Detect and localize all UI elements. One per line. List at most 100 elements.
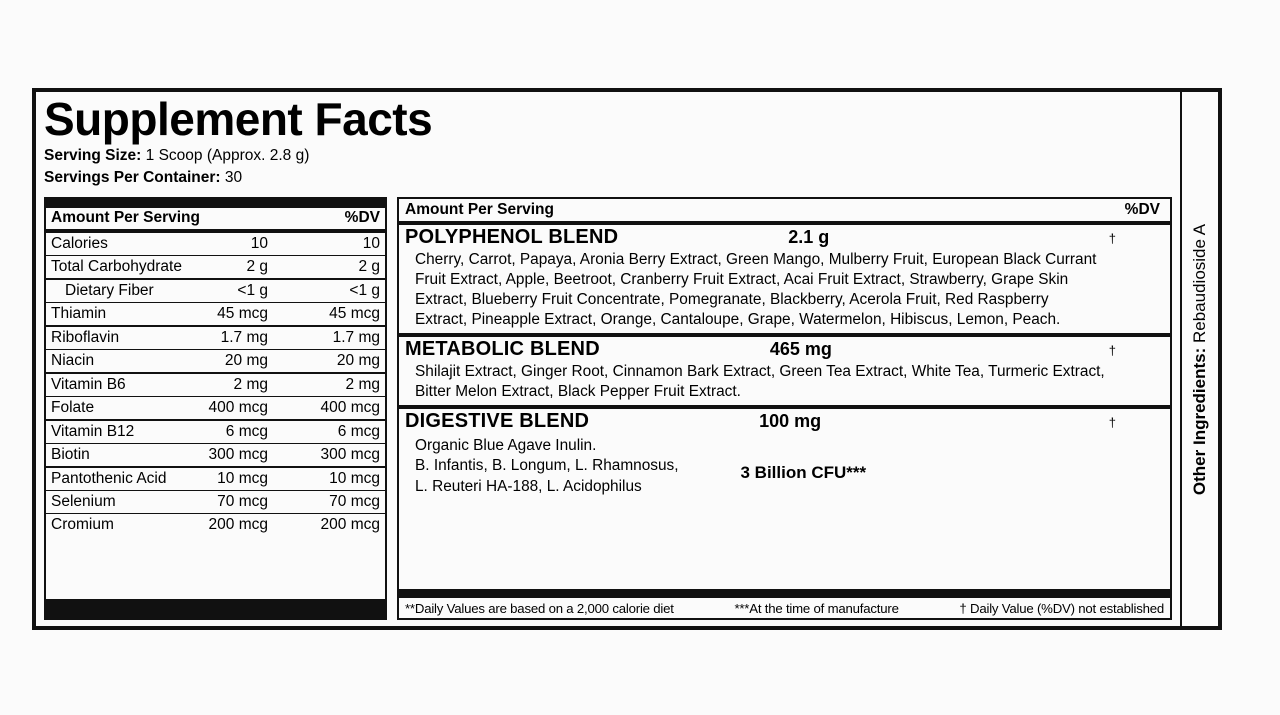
left-table-rows: Calories 10 10 Total Carbohydrate 2 g 2 g Diet…	[46, 233, 385, 599]
nutrient-name: Selenium	[51, 493, 116, 510]
footnote-row: **Daily Values are based on a 2,000 calo…	[399, 598, 1170, 618]
row-divider	[46, 372, 385, 374]
table-row: Calories 10 10	[46, 233, 385, 255]
nutrient-amount: 300 mcg	[208, 446, 268, 464]
row-divider	[46, 348, 385, 351]
nutrient-name: Biotin	[51, 446, 90, 464]
nutrition-panels: Amount Per Serving %DV Calories 10 10 Total…	[44, 196, 1172, 620]
servings-per-container-line: Servings Per Container: 30	[44, 167, 1172, 189]
table-row: Pantothenic Acid 10 mcg 10 mcg	[46, 468, 385, 490]
ingredient-line: L. Reuteri HA-188, L. Acidophilus	[415, 477, 642, 495]
blend-sections: POLYPHENOL BLEND 2.1 g † Cherry, Carrot,…	[399, 225, 1170, 589]
table-row: Selenium 70 mcg 70 mcg	[46, 491, 385, 513]
right-header-rule	[399, 220, 1170, 225]
metabolic-divider-rule	[399, 332, 1170, 337]
row-divider	[46, 325, 385, 327]
left-header-dv: %DV	[344, 208, 380, 226]
footnote-manufacture: ***At the time of manufacture	[734, 601, 899, 616]
left-table-top-rule	[46, 198, 385, 208]
polyphenol-blend-amount: 2.1 g	[788, 226, 830, 247]
blend-table: Amount Per Serving %DV POLYPHENOL BLEND …	[397, 196, 1172, 620]
nutrient-name: Cromium	[51, 516, 114, 534]
left-table-header: Amount Per Serving %DV	[46, 208, 385, 229]
nutrient-name: Vitamin B12	[51, 422, 135, 440]
nutrient-name: Thiamin	[51, 305, 107, 323]
ingredient-line: Organic Blue Agave Inulin.	[415, 436, 597, 454]
nutrient-name: Calories	[51, 234, 108, 252]
nutrient-name: Total Carbohydrate	[51, 258, 182, 276]
page-title: Supplement Facts	[44, 93, 433, 145]
nutrient-dv: 10	[362, 234, 380, 252]
footnote-not-established: † Daily Value (%DV) not established	[959, 601, 1164, 616]
nutrient-name: Vitamin B6	[51, 375, 126, 393]
digestive-blend-amount: 100 mg	[759, 410, 822, 431]
metabolic-blend-heading-row: METABOLIC BLEND 465 mg †	[405, 338, 1164, 361]
metabolic-ingredients: Shilajit Extract, Ginger Root, Cinnamon …	[405, 361, 1164, 402]
nutrient-dv: 45 mcg	[329, 305, 380, 323]
nutrient-dv: 6 mcg	[337, 422, 380, 440]
left-table-footer-bar	[46, 599, 385, 618]
servings-per-container-value: 30	[224, 169, 243, 187]
digestive-ingredients: Organic Blue Agave Inulin. B. Infantis, …	[415, 436, 679, 497]
table-row: Biotin 300 mcg 300 mcg	[46, 444, 385, 466]
nutrient-dv: 1.7 mg	[332, 328, 380, 346]
serving-size-label: Serving Size:	[44, 146, 142, 164]
nutrient-name: Riboflavin	[51, 328, 120, 346]
polyphenol-blend-dv: †	[1108, 230, 1116, 246]
right-header-amount: Amount Per Serving	[405, 200, 554, 218]
nutrient-dv: 200 mcg	[320, 516, 380, 534]
nutrient-amount: 200 mcg	[208, 516, 268, 534]
metabolic-blend-amount: 465 mg	[769, 338, 832, 359]
other-ingredients-label: Other Ingredients:	[1190, 347, 1210, 495]
table-row: Niacin 20 mg 20 mg	[46, 350, 385, 372]
polyphenol-blend-name: POLYPHENOL BLEND	[405, 225, 619, 248]
nutrient-dv: 70 mcg	[329, 493, 380, 510]
left-header-amount: Amount Per Serving	[51, 208, 200, 226]
digestive-blend-heading-row: DIGESTIVE BLEND 100 mg †	[405, 410, 1164, 433]
ingredient-line: Extract, Pineapple Extract, Orange, Cant…	[415, 310, 1061, 328]
serving-size-value: 1 Scoop (Approx. 2.8 g)	[145, 146, 310, 164]
digestive-body: Organic Blue Agave Inulin. B. Infantis, …	[405, 433, 1164, 497]
nutrient-amount: <1 g	[237, 281, 268, 299]
ingredient-line: Fruit Extract, Apple, Beetroot, Cranberr…	[415, 270, 1069, 288]
digestive-blend-name: DIGESTIVE BLEND	[405, 409, 590, 432]
other-ingredients-value: Rebaudioside A	[1190, 223, 1210, 348]
nutrient-dv: 2 g	[358, 258, 380, 276]
nutrient-dv: 300 mcg	[320, 446, 380, 464]
table-row: Cromium 200 mcg 200 mcg	[46, 514, 385, 536]
nutrient-amount: 10	[250, 234, 268, 252]
right-header-dv: %DV	[1124, 200, 1160, 218]
ingredient-line: Shilajit Extract, Ginger Root, Cinnamon …	[415, 362, 1105, 380]
row-divider	[46, 466, 385, 468]
nutrient-dv: 400 mcg	[320, 399, 380, 417]
row-divider	[46, 395, 385, 398]
row-divider	[46, 419, 385, 421]
table-row: Vitamin B6 2 mg 2 mg	[46, 374, 385, 396]
row-divider	[46, 489, 385, 491]
nutrient-amount: 400 mcg	[208, 399, 268, 417]
polyphenol-blend-heading-row: POLYPHENOL BLEND 2.1 g †	[405, 226, 1164, 249]
nutrient-amount: 2 g	[246, 258, 268, 276]
label-body: Supplement Facts Serving Size: 1 Scoop (…	[36, 92, 1180, 626]
nutrient-amount: 1.7 mg	[220, 328, 268, 346]
nutrient-amount: 20 mg	[224, 352, 268, 370]
nutrient-amount: 70 mcg	[217, 493, 268, 510]
nutrient-amount: 45 mcg	[217, 305, 268, 323]
row-divider	[46, 301, 385, 304]
nutrient-table: Amount Per Serving %DV Calories 10 10 Total…	[44, 196, 387, 620]
nutrient-name: Pantothenic Acid	[51, 469, 167, 487]
table-row: Thiamin 45 mcg 45 mcg	[46, 303, 385, 325]
table-row: Dietary Fiber <1 g <1 g	[46, 280, 385, 302]
right-table-header: Amount Per Serving %DV	[399, 199, 1170, 221]
metabolic-blend-name: METABOLIC BLEND	[405, 337, 600, 360]
nutrient-dv: <1 g	[349, 281, 380, 299]
footnote-daily-values: **Daily Values are based on a 2,000 calo…	[405, 601, 674, 616]
serving-size-line: Serving Size: 1 Scoop (Approx. 2.8 g)	[44, 145, 1172, 167]
ingredient-line: Bitter Melon Extract, Black Pepper Fruit…	[415, 382, 741, 400]
ingredient-line: Extract, Blueberry Fruit Concentrate, Po…	[415, 290, 1049, 308]
nutrient-amount: 10 mcg	[217, 469, 268, 487]
row-divider	[46, 278, 385, 280]
servings-per-container-label: Servings Per Container:	[44, 169, 221, 187]
nutrient-name: Niacin	[51, 352, 95, 370]
row-divider	[46, 512, 385, 515]
